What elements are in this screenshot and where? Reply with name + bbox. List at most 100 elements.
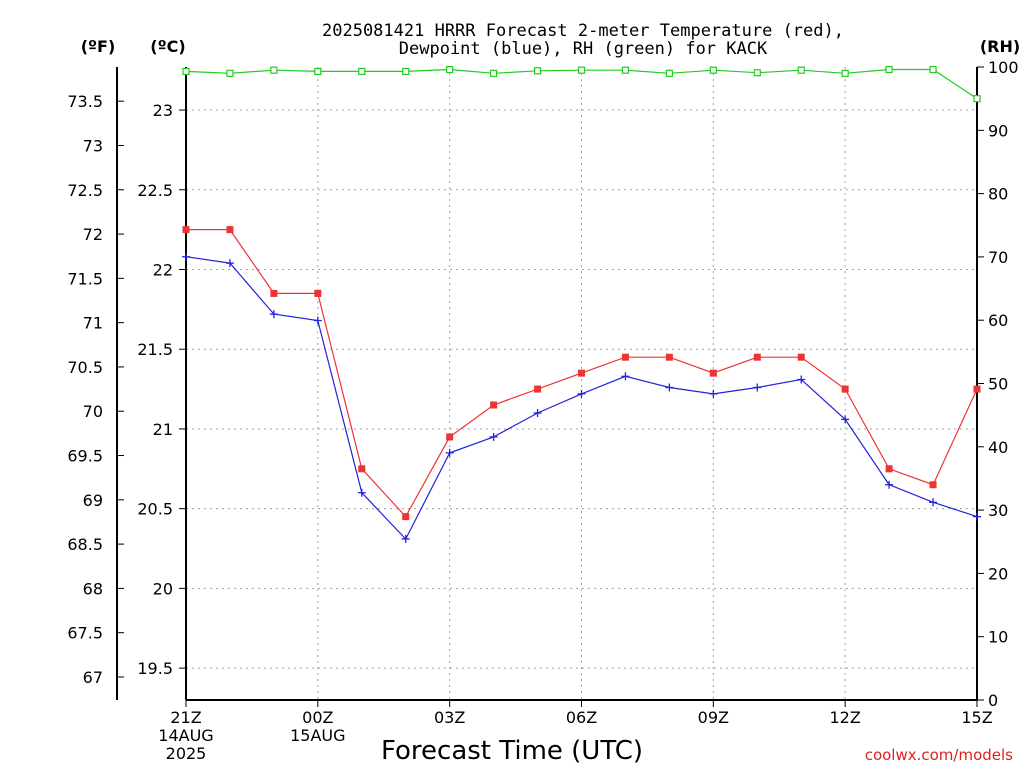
x-tick-date-label: 14AUG [158, 726, 213, 745]
dewpoint-point [225, 259, 234, 268]
rh-tick-label: 10 [988, 628, 1008, 647]
chart-title-line1: 2025081421 HRRR Forecast 2-meter Tempera… [322, 21, 844, 41]
celsius-tick-label: 22.5 [137, 181, 173, 200]
temperature-point [841, 385, 849, 393]
rh-point [709, 66, 717, 74]
temperature-point [753, 353, 761, 361]
dewpoint-point [929, 498, 938, 507]
temperature-point [490, 401, 498, 409]
fahrenheit-tick-label: 67.5 [67, 624, 103, 643]
rh-point [753, 69, 761, 77]
rh-point [270, 66, 278, 74]
temperature-point [182, 226, 190, 234]
rh-tick-label: 90 [988, 121, 1008, 140]
x-tick-label: 12Z [830, 708, 861, 727]
rh-tick-label: 100 [988, 58, 1019, 77]
rh-point [665, 69, 673, 77]
series [182, 65, 981, 543]
fahrenheit-unit-label: (ºF) [81, 37, 116, 56]
rh-tick-label: 40 [988, 438, 1008, 457]
rh-point [490, 69, 498, 77]
celsius-tick-label: 20 [153, 579, 173, 598]
dewpoint-point [489, 432, 498, 441]
dewpoint-point [269, 310, 278, 319]
dewpoint-point [445, 448, 454, 457]
dewpoint-point [577, 389, 586, 398]
rh-point [841, 69, 849, 77]
temperature-point [402, 513, 410, 521]
rh-tick-label: 30 [988, 501, 1008, 520]
rh-point [314, 67, 322, 76]
dewpoint-point [753, 383, 762, 392]
dewpoint-point [401, 534, 410, 543]
fahrenheit-tick-label: 72.5 [67, 181, 103, 200]
temperature-point [446, 433, 454, 441]
credit-text: coolwx.com/models [865, 746, 1013, 764]
fahrenheit-tick-label: 73 [83, 136, 103, 155]
rh-point [358, 67, 366, 76]
rh-tick-label: 20 [988, 564, 1008, 583]
x-tick-label: 09Z [698, 708, 729, 727]
temperature-point [665, 353, 673, 361]
rh-point [402, 67, 410, 76]
temperature-point [270, 289, 278, 297]
dewpoint-point [182, 252, 190, 261]
temperature-point [226, 226, 234, 234]
rh-point [885, 65, 893, 74]
axes [116, 66, 984, 707]
fahrenheit-tick-label: 73.5 [67, 92, 103, 111]
fahrenheit-tick-label: 70.5 [67, 358, 103, 377]
chart-title-line2: Dewpoint (blue), RH (green) for KACK [399, 39, 768, 59]
celsius-tick-label: 22 [153, 260, 173, 279]
x-tick-label: 03Z [434, 708, 465, 727]
tick-labels: 67 67.5 68 68.5 69 69.5 70 70.5 71 71.5 72 72.5 73 73… [67, 58, 1018, 763]
dewpoint-point [621, 372, 630, 381]
rh-point [929, 65, 937, 74]
fahrenheit-tick-label: 70 [83, 402, 103, 421]
x-tick-label: 06Z [566, 708, 597, 727]
x-tick-year-label: 2025 [166, 744, 207, 763]
rh-point [973, 95, 981, 103]
rh-tick-label: 0 [988, 691, 998, 710]
dewpoint-point [709, 389, 718, 398]
fahrenheit-tick-label: 72 [83, 225, 103, 244]
rh-unit-label: (RH) [980, 37, 1020, 56]
dewpoint-point [665, 383, 674, 392]
dewpoint-point [357, 488, 366, 497]
temperature-point [929, 481, 937, 489]
celsius-tick-label: 21.5 [137, 340, 173, 359]
rh-point [446, 65, 454, 74]
rh-point [797, 66, 805, 74]
fahrenheit-tick-label: 68.5 [67, 535, 103, 554]
dewpoint-point [973, 512, 981, 521]
temperature-point [973, 385, 981, 393]
temperature-point [885, 465, 893, 473]
fahrenheit-tick-label: 71.5 [67, 269, 103, 288]
dewpoint-point [533, 408, 542, 417]
rh-point [533, 67, 542, 75]
x-tick-label: 00Z [302, 708, 333, 727]
celsius-tick-label: 20.5 [137, 500, 173, 519]
temperature-point [314, 289, 322, 297]
x-axis-label: Forecast Time (UTC) [381, 736, 643, 766]
grid [186, 67, 977, 700]
celsius-tick-label: 21 [153, 420, 173, 439]
dewpoint-point [885, 480, 894, 489]
x-tick-label: 15Z [961, 708, 992, 727]
rh-point [577, 66, 586, 74]
celsius-tick-label: 19.5 [137, 659, 173, 678]
temperature-point [534, 385, 542, 393]
temperature-point [578, 369, 585, 377]
dewpoint-point [841, 415, 850, 424]
dewpoint-point [797, 375, 806, 384]
temperature-point [709, 369, 717, 377]
celsius-unit-label: (ºC) [150, 37, 185, 56]
x-tick-label: 21Z [170, 708, 201, 727]
fahrenheit-tick-label: 68 [83, 579, 103, 598]
fahrenheit-tick-label: 69 [83, 491, 103, 510]
temperature-point [797, 353, 805, 361]
rh-point [182, 67, 190, 76]
x-tick-date-label: 15AUG [290, 726, 345, 745]
rh-tick-label: 80 [988, 185, 1008, 204]
